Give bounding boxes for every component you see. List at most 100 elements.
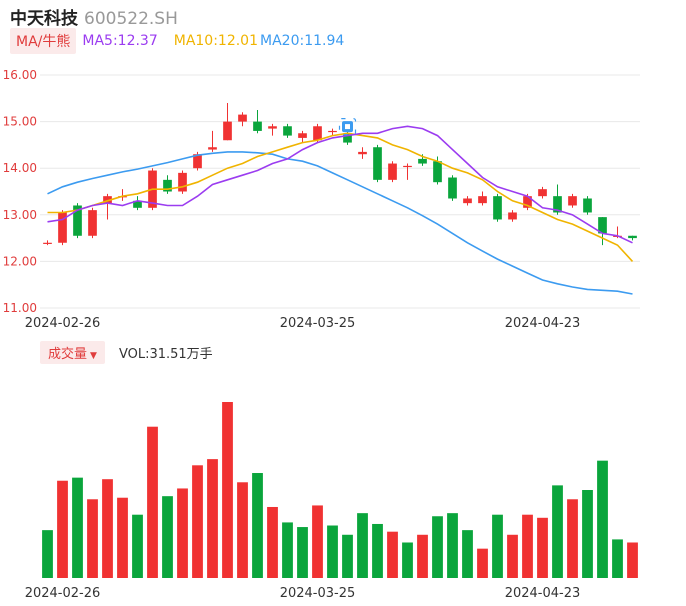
- volume-bar: [297, 527, 308, 578]
- volume-bar: [312, 505, 323, 578]
- candle-body: [238, 114, 247, 122]
- volume-bar: [567, 499, 578, 578]
- ma-legend: MA/牛熊 MA5:12.37 MA10:12.01 MA20:11.94: [10, 28, 344, 54]
- candle-body: [43, 242, 52, 244]
- candle-body: [598, 217, 607, 234]
- candle-body: [133, 200, 142, 208]
- volume-bar: [267, 506, 278, 578]
- y-tick-label: 11.00: [3, 301, 37, 315]
- ma10-line: [47, 132, 634, 262]
- volume-bar: [117, 497, 128, 578]
- volume-bar: [162, 496, 173, 578]
- marker-center: [345, 124, 350, 130]
- volume-indicator-label: 成交量: [48, 346, 88, 362]
- x-tick-label: 2024-04-23: [505, 316, 581, 331]
- candle-body: [103, 196, 112, 204]
- candle-body: [358, 151, 367, 155]
- stock-code: 600522.SH: [84, 9, 178, 29]
- volume-bar: [282, 522, 293, 578]
- ma5-label: MA5:12.37: [82, 33, 158, 49]
- candle-body: [553, 196, 562, 213]
- candle-body: [448, 177, 457, 199]
- ma20-line: [47, 151, 633, 295]
- candle-body: [403, 165, 412, 168]
- dropdown-triangle-icon: ▼: [90, 350, 97, 361]
- candle-body: [313, 126, 322, 141]
- volume-bar: [87, 499, 98, 578]
- volume-bar: [552, 485, 563, 578]
- volume-bar: [462, 530, 473, 578]
- candle-body: [568, 196, 577, 206]
- volume-bar: [492, 514, 503, 578]
- volume-bar: [387, 531, 398, 578]
- volume-indicator-button[interactable]: 成交量 ▼: [40, 340, 105, 364]
- volume-bar: [432, 516, 443, 578]
- x-tick-label: 2024-02-26: [25, 586, 101, 601]
- peak-marker-icon: [338, 117, 357, 136]
- volume-bar: [192, 465, 203, 578]
- volume-bar: [417, 534, 428, 578]
- volume-bar: [237, 482, 248, 578]
- volume-bar: [132, 514, 143, 578]
- volume-bar: [327, 525, 338, 578]
- x-tick-label: 2024-02-26: [25, 316, 101, 331]
- volume-bar: [582, 490, 593, 578]
- candle-body: [508, 212, 517, 220]
- stock-name: 中天科技: [10, 9, 78, 29]
- candle-body: [88, 210, 97, 236]
- candle-body: [328, 130, 337, 133]
- candle-body: [298, 133, 307, 138]
- candle-body: [163, 179, 172, 192]
- ma5-line: [47, 125, 633, 244]
- volume-bar: [522, 514, 533, 578]
- volume-legend: 成交量 ▼ VOL:31.51万手: [40, 340, 213, 364]
- y-tick-label: 16.00: [3, 68, 37, 82]
- candle-body: [208, 147, 217, 150]
- x-tick-label: 2024-03-25: [280, 316, 356, 331]
- volume-value: VOL:31.51万手: [118, 346, 213, 362]
- volume-bar: [42, 530, 53, 578]
- y-tick-label: 12.00: [3, 254, 37, 268]
- ma-indicator-button[interactable]: MA/牛熊: [10, 28, 77, 54]
- volume-bar: [222, 402, 233, 578]
- y-tick-label: 13.00: [3, 208, 37, 222]
- volume-bar: [447, 513, 458, 578]
- candle-body: [373, 147, 382, 180]
- volume-bar: [102, 479, 113, 578]
- candle-body: [73, 205, 82, 236]
- y-tick-label: 15.00: [3, 115, 37, 129]
- x-tick-label: 2024-03-25: [280, 586, 356, 601]
- candle-body: [433, 161, 442, 183]
- candle-body: [178, 172, 187, 192]
- volume-bar: [357, 513, 368, 578]
- candle-body: [283, 126, 292, 136]
- candle-body: [583, 198, 592, 213]
- candle-body: [343, 133, 352, 143]
- candle-body: [523, 196, 532, 208]
- candle-body: [58, 212, 67, 243]
- candle-body: [538, 189, 547, 197]
- candle-body: [223, 121, 232, 141]
- volume-bar: [627, 542, 638, 578]
- volume-bar: [57, 480, 68, 578]
- ma10-label: MA10:12.01: [173, 33, 259, 49]
- candle-body: [268, 126, 277, 129]
- volume-bar: [477, 548, 488, 578]
- volume-bar: [402, 542, 413, 578]
- volume-bar: [252, 473, 263, 578]
- volume-bar: [342, 534, 353, 578]
- price-chart[interactable]: 16.00 15.00 14.00 13.00 12.00 11.002024-02-26…: [0, 0, 686, 335]
- candle-body: [193, 154, 202, 169]
- candle-body: [463, 198, 472, 204]
- stock-header: 中天科技 600522.SH: [10, 4, 178, 29]
- volume-bar: [612, 539, 623, 578]
- volume-bar: [207, 459, 218, 578]
- candle-body: [253, 121, 262, 131]
- volume-bar: [507, 534, 518, 578]
- y-tick-label: 14.00: [3, 161, 37, 175]
- ma20-label: MA20:11.94: [260, 33, 345, 49]
- x-tick-label: 2024-04-23: [505, 586, 581, 601]
- candle-body: [478, 196, 487, 204]
- volume-bar: [372, 523, 383, 578]
